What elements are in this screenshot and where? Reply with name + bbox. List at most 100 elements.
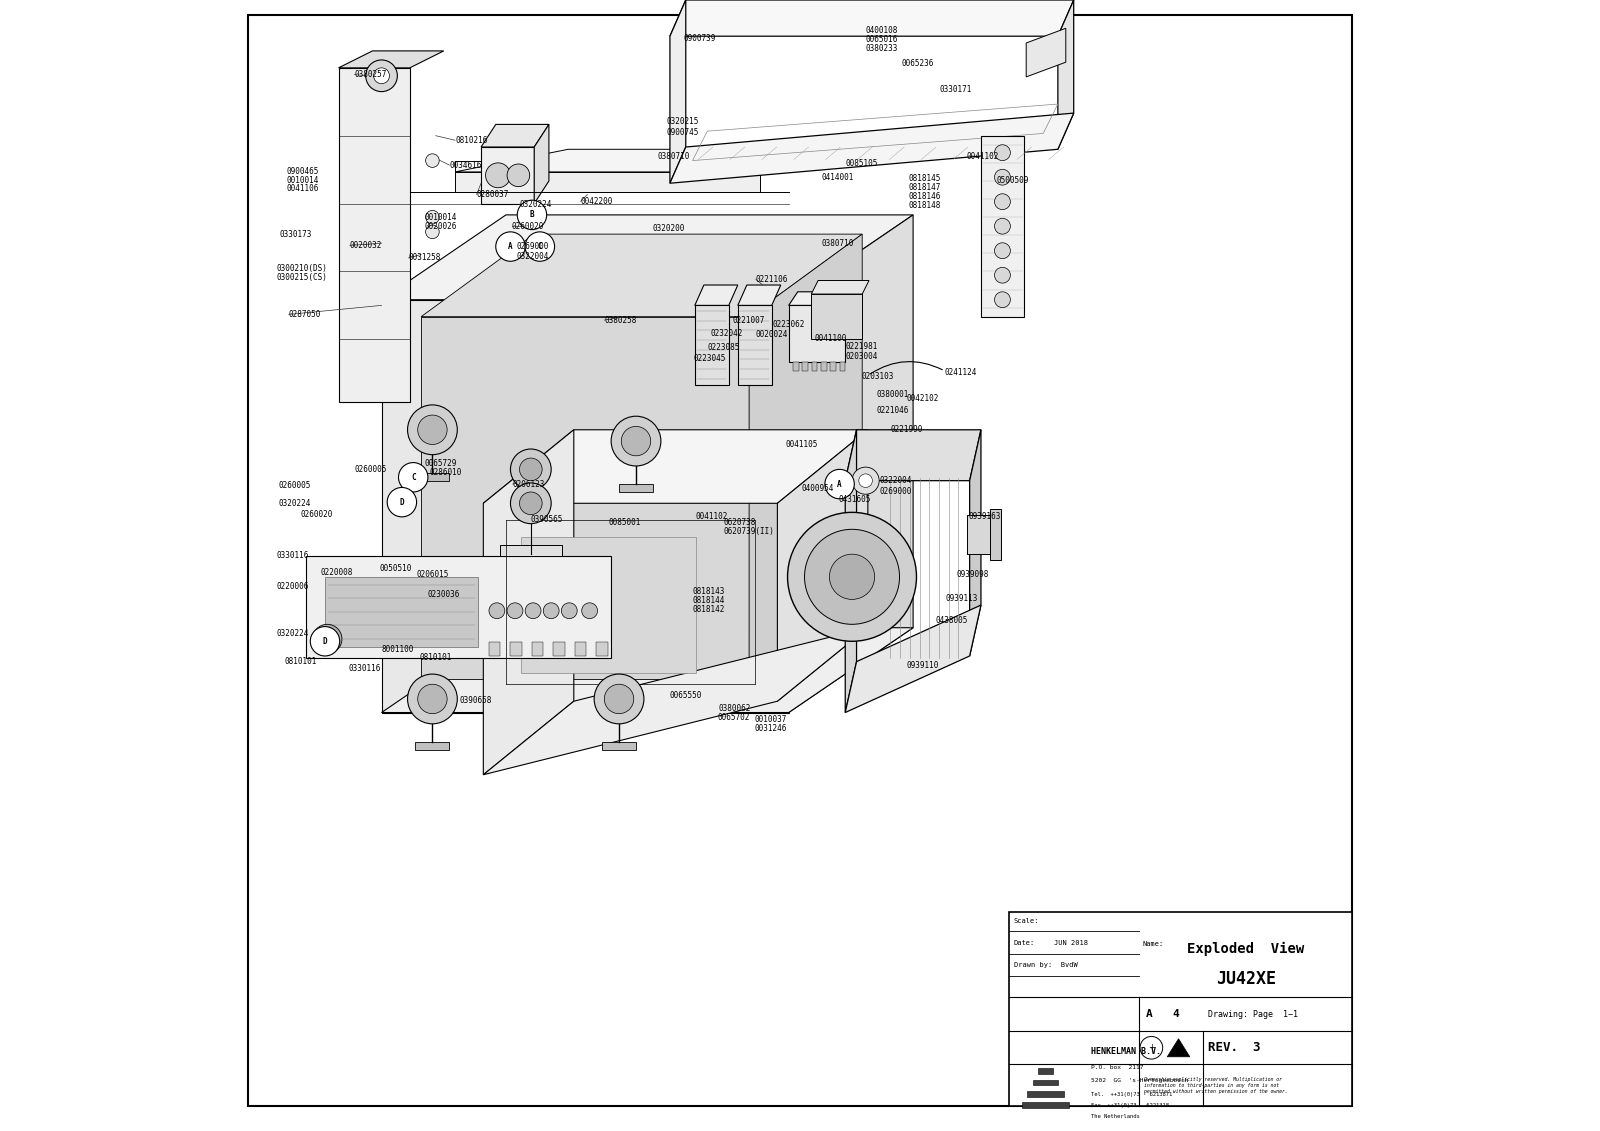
Text: 0220008: 0220008 xyxy=(320,568,354,577)
Text: 0818146: 0818146 xyxy=(909,192,941,201)
Text: 5202  GG  's-Hertogenbosch: 5202 GG 's-Hertogenbosch xyxy=(1091,1078,1189,1083)
Circle shape xyxy=(995,267,1010,283)
Text: 0330173: 0330173 xyxy=(280,230,312,239)
Circle shape xyxy=(594,674,643,724)
Circle shape xyxy=(398,463,427,492)
Text: 0900465: 0900465 xyxy=(286,167,318,176)
Text: 0380001: 0380001 xyxy=(877,390,909,399)
Text: 0818144: 0818144 xyxy=(693,596,725,605)
Circle shape xyxy=(525,232,555,261)
Polygon shape xyxy=(454,161,760,172)
Text: 8001100: 8001100 xyxy=(381,645,414,654)
Circle shape xyxy=(853,467,878,494)
Text: 0320200: 0320200 xyxy=(653,224,685,233)
Text: A: A xyxy=(837,480,842,489)
Text: +: + xyxy=(1147,1043,1155,1052)
Text: 0400108: 0400108 xyxy=(866,26,898,35)
Bar xyxy=(794,362,798,371)
Polygon shape xyxy=(970,430,981,656)
Text: 0260005: 0260005 xyxy=(278,481,310,490)
Text: 0818148: 0818148 xyxy=(909,201,941,210)
Bar xyxy=(840,362,845,371)
Text: 0260005: 0260005 xyxy=(354,465,387,474)
Bar xyxy=(1022,1103,1069,1108)
Polygon shape xyxy=(483,430,574,775)
Text: 0431605: 0431605 xyxy=(838,495,870,504)
Bar xyxy=(554,642,565,656)
Text: 0939163: 0939163 xyxy=(968,512,1002,521)
Circle shape xyxy=(426,154,440,167)
Circle shape xyxy=(510,449,550,490)
Bar xyxy=(803,362,808,371)
Text: JU42XE: JU42XE xyxy=(1216,970,1275,988)
Text: 0223085: 0223085 xyxy=(707,343,739,352)
Text: D: D xyxy=(400,498,405,507)
Text: 0220006: 0220006 xyxy=(277,582,309,592)
Circle shape xyxy=(611,416,661,466)
Circle shape xyxy=(387,487,416,517)
Circle shape xyxy=(621,426,651,456)
Text: 0280037: 0280037 xyxy=(477,190,509,199)
Text: 0065550: 0065550 xyxy=(670,691,702,700)
Text: 0400954: 0400954 xyxy=(802,484,834,493)
Circle shape xyxy=(525,603,541,619)
Text: 0620738: 0620738 xyxy=(723,518,755,527)
Polygon shape xyxy=(670,0,1074,36)
Circle shape xyxy=(829,554,875,599)
Text: P.O. box  2117: P.O. box 2117 xyxy=(1091,1064,1142,1070)
Text: 0260020: 0260020 xyxy=(512,222,544,231)
Circle shape xyxy=(995,292,1010,308)
Bar xyxy=(830,362,835,371)
Text: 0818142: 0818142 xyxy=(693,605,725,614)
Text: 0390565: 0390565 xyxy=(531,515,563,524)
Text: 0939098: 0939098 xyxy=(957,570,989,579)
Text: 0322004: 0322004 xyxy=(878,476,912,485)
Text: 0260020: 0260020 xyxy=(301,510,333,519)
Circle shape xyxy=(562,603,578,619)
Circle shape xyxy=(605,684,634,714)
Circle shape xyxy=(544,603,558,619)
Circle shape xyxy=(496,232,525,261)
Circle shape xyxy=(826,469,854,499)
Polygon shape xyxy=(738,305,771,385)
Text: 0223045: 0223045 xyxy=(694,354,726,363)
Polygon shape xyxy=(1168,1038,1190,1056)
Text: 0380062: 0380062 xyxy=(718,703,750,713)
Bar xyxy=(990,509,1002,560)
Text: 0010014: 0010014 xyxy=(424,213,458,222)
Text: 0042200: 0042200 xyxy=(581,197,613,206)
Text: 0041106: 0041106 xyxy=(286,184,318,193)
Circle shape xyxy=(312,624,342,654)
Circle shape xyxy=(366,60,397,92)
Bar xyxy=(597,642,608,656)
Circle shape xyxy=(426,210,440,224)
Circle shape xyxy=(320,632,334,646)
Text: 0620739(II): 0620739(II) xyxy=(723,527,774,536)
Text: 0380710: 0380710 xyxy=(658,152,690,161)
Circle shape xyxy=(507,164,530,187)
Bar xyxy=(811,362,818,371)
Polygon shape xyxy=(416,473,450,481)
Text: 0380233: 0380233 xyxy=(866,44,898,53)
Text: 0085001: 0085001 xyxy=(610,518,642,527)
Text: 0232042: 0232042 xyxy=(710,329,742,338)
Text: 0380257: 0380257 xyxy=(354,70,387,79)
Text: 0223062: 0223062 xyxy=(773,320,805,329)
Text: C: C xyxy=(538,242,542,251)
Polygon shape xyxy=(619,484,653,492)
Circle shape xyxy=(507,603,523,619)
Text: 0287050: 0287050 xyxy=(288,310,322,319)
Text: 0500509: 0500509 xyxy=(997,176,1029,185)
Circle shape xyxy=(520,458,542,481)
Polygon shape xyxy=(694,305,728,385)
Polygon shape xyxy=(483,628,867,775)
Bar xyxy=(968,515,990,554)
Text: 0050510: 0050510 xyxy=(379,564,411,573)
Polygon shape xyxy=(749,234,862,679)
Polygon shape xyxy=(421,317,749,679)
Polygon shape xyxy=(670,0,686,183)
Bar xyxy=(1034,1080,1058,1086)
Circle shape xyxy=(510,483,550,524)
Polygon shape xyxy=(339,51,443,68)
Text: 0041105: 0041105 xyxy=(786,440,818,449)
